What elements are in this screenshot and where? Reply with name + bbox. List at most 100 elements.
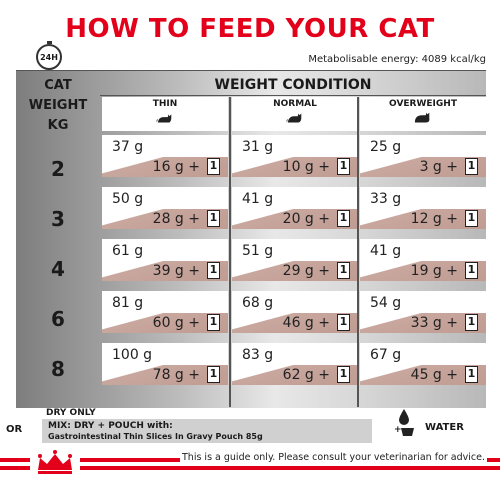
mix-amount: 12 g + xyxy=(410,211,458,227)
pouch-icon: 1 xyxy=(207,158,220,175)
dry-amount: 68 g xyxy=(242,295,274,311)
pouch-icon: 1 xyxy=(337,314,350,331)
dry-amount: 41 g xyxy=(242,191,274,207)
table-cell: 41 g 20 g + 1 xyxy=(232,187,358,229)
mix-band xyxy=(102,209,228,229)
pouch-icon: 1 xyxy=(465,262,478,279)
mix-amount: 46 g + xyxy=(282,315,330,331)
mix-amount: 60 g + xyxy=(152,315,200,331)
dry-amount: 33 g xyxy=(370,191,402,207)
mix-band xyxy=(360,261,486,281)
cat-weight-2: 2 xyxy=(51,157,65,181)
pouch-icon: 1 xyxy=(465,314,478,331)
cat-weight-3: 3 xyxy=(51,207,65,231)
dry-amount: 54 g xyxy=(370,295,402,311)
column-header-label: NORMAL xyxy=(273,99,317,109)
mix-band xyxy=(232,209,358,229)
column-header-label: OVERWEIGHT xyxy=(389,99,457,109)
disclaimer: This is a guide only. Please consult you… xyxy=(180,452,488,463)
dry-amount: 83 g xyxy=(242,347,274,363)
mix-amount: 33 g + xyxy=(410,315,458,331)
mix-band xyxy=(360,313,486,333)
cat-silhouette-icon xyxy=(156,114,172,123)
table-cell: 31 g 10 g + 1 xyxy=(232,135,358,177)
table-cell: 33 g 12 g + 1 xyxy=(360,187,486,229)
metabolisable-energy: Metabolisable energy: 4089 kcal/kg xyxy=(308,54,486,65)
mix-amount: 20 g + xyxy=(282,211,330,227)
mix-legend-title: MIX: DRY + POUCH with: xyxy=(48,421,173,431)
clock-label: 24H xyxy=(40,52,58,62)
cat-weight-header-line: CAT xyxy=(44,78,72,93)
pouch-icon: 1 xyxy=(207,210,220,227)
page-title: HOW TO FEED YOUR CAT xyxy=(65,14,435,44)
pouch-icon: 1 xyxy=(465,158,478,175)
mix-band xyxy=(360,157,486,177)
pouch-icon: 1 xyxy=(207,262,220,279)
dry-amount: 31 g xyxy=(242,139,274,155)
mix-band xyxy=(232,157,358,177)
table-cell: 37 g 16 g + 1 xyxy=(102,135,228,177)
mix-amount: 16 g + xyxy=(152,159,200,175)
column-header-overweight: OVERWEIGHT xyxy=(360,97,486,131)
mix-band xyxy=(232,365,358,385)
table-cell: 54 g 33 g + 1 xyxy=(360,291,486,333)
dry-amount: 81 g xyxy=(112,295,144,311)
dry-amount: 37 g xyxy=(112,139,144,155)
cat-weight-4: 4 xyxy=(51,257,65,281)
mix-band xyxy=(102,365,228,385)
mix-amount: 3 g + xyxy=(419,159,458,175)
table-cell: 41 g 19 g + 1 xyxy=(360,239,486,281)
cat-weight-header-line: KG xyxy=(47,118,69,133)
footer-stripe xyxy=(0,466,500,470)
svg-text:+: + xyxy=(394,425,402,435)
table-cell: 25 g 3 g + 1 xyxy=(360,135,486,177)
mix-amount: 19 g + xyxy=(410,263,458,279)
mix-band xyxy=(232,313,358,333)
pouch-icon: 1 xyxy=(337,366,350,383)
cat-weight-8: 8 xyxy=(51,357,65,381)
cat-silhouette-icon xyxy=(286,113,302,123)
mix-band xyxy=(232,261,358,281)
weight-condition-header: WEIGHT CONDITION xyxy=(100,74,486,96)
cat-weight-6: 6 xyxy=(51,307,65,331)
pouch-icon: 1 xyxy=(207,314,220,331)
mix-band xyxy=(102,157,228,177)
table-cell: 83 g 62 g + 1 xyxy=(232,343,358,385)
mix-amount: 45 g + xyxy=(410,367,458,383)
cat-silhouette-icon xyxy=(414,112,430,123)
cat-weight-header-line: WEIGHT xyxy=(28,98,88,113)
dry-amount: 67 g xyxy=(370,347,402,363)
table-cell: 51 g 29 g + 1 xyxy=(232,239,358,281)
column-header-thin: THIN xyxy=(102,97,228,131)
dry-amount: 41 g xyxy=(370,243,402,259)
mix-amount: 78 g + xyxy=(152,367,200,383)
mix-band xyxy=(360,365,486,385)
dry-amount: 61 g xyxy=(112,243,144,259)
pouch-icon: 1 xyxy=(465,210,478,227)
table-cell: 100 g 78 g + 1 xyxy=(102,343,228,385)
pouch-icon: 1 xyxy=(337,210,350,227)
table-cell: 61 g 39 g + 1 xyxy=(102,239,228,281)
mix-band xyxy=(102,261,228,281)
mix-amount: 39 g + xyxy=(152,263,200,279)
dry-amount: 50 g xyxy=(112,191,144,207)
pouch-icon: 1 xyxy=(207,366,220,383)
column-header-label: THIN xyxy=(152,99,178,109)
mix-amount: 28 g + xyxy=(152,211,200,227)
mix-legend-product: Gastrointestinal Thin Slices In Gravy Po… xyxy=(48,432,263,441)
or-label: OR xyxy=(6,424,23,435)
clock-icon: 24H xyxy=(36,41,62,70)
table-cell: 67 g 45 g + 1 xyxy=(360,343,486,385)
table-cell: 68 g 46 g + 1 xyxy=(232,291,358,333)
table-cell: 50 g 28 g + 1 xyxy=(102,187,228,229)
dry-amount: 51 g xyxy=(242,243,274,259)
pouch-icon: 1 xyxy=(465,366,478,383)
table-cell: 81 g 60 g + 1 xyxy=(102,291,228,333)
dry-only-label: DRY ONLY xyxy=(46,408,96,418)
royal-canin-crown-logo xyxy=(30,448,80,476)
pouch-icon: 1 xyxy=(337,262,350,279)
mix-band xyxy=(360,209,486,229)
mix-legend: MIX: DRY + POUCH with: Gastrointestinal … xyxy=(42,419,372,443)
dry-amount: 25 g xyxy=(370,139,402,155)
mix-amount: 62 g + xyxy=(282,367,330,383)
